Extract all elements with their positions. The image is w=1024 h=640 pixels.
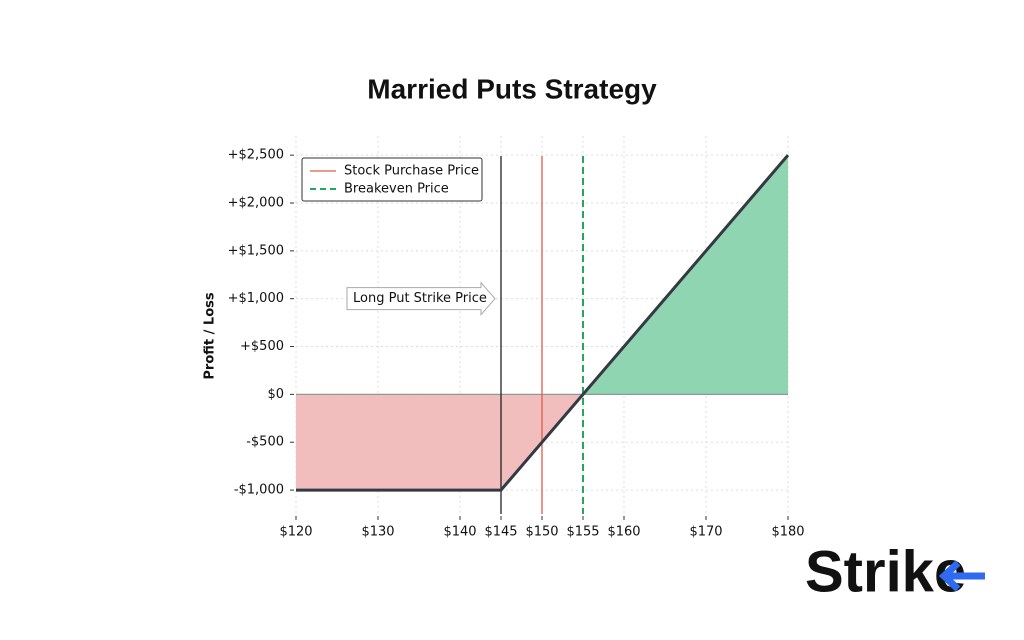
profit-area: [582, 155, 788, 395]
y-axis-label: Profit / Loss: [203, 292, 218, 379]
logo-text: Strike: [805, 539, 966, 604]
x-tick-label: $160: [607, 525, 640, 540]
y-tick-label: +$2,000: [228, 195, 284, 210]
y-tick-label: -$1,000: [234, 483, 284, 498]
y-tick-label: +$2,500: [228, 148, 284, 163]
x-tick-label: $120: [279, 525, 312, 540]
logo-arrow: [938, 560, 985, 592]
x-tick-label: $155: [566, 525, 599, 540]
chart-title: Married Puts Strategy: [367, 73, 657, 104]
annotation: Long Put Strike Price: [353, 291, 487, 306]
legend-label: Breakeven Price: [344, 182, 449, 197]
legend-label: Stock Purchase Price: [344, 164, 479, 179]
x-tick-label: $180: [771, 525, 804, 540]
loss-area: [296, 394, 788, 491]
y-tick-label: $0: [267, 387, 284, 402]
y-tick-label: +$1,000: [228, 291, 284, 306]
legend-box: [301, 157, 483, 202]
payoff-line: [296, 154, 790, 492]
x-tick-label: $170: [689, 525, 722, 540]
x-tick-label: $130: [361, 525, 394, 540]
plot: -$1,000 -$500 $0 +$500 +$1,000 +$1,500 +$2,000…: [228, 136, 805, 540]
x-tick-label: $140: [443, 525, 476, 540]
x-tick-label: $150: [525, 525, 558, 540]
annotation-arrow: [346, 281, 496, 317]
y-tick-label: +$500: [240, 339, 284, 354]
logo: Strike: [805, 539, 985, 604]
x-tick-label: $145: [484, 525, 517, 540]
y-tick-label: -$500: [246, 435, 284, 450]
y-tick-label: +$1,500: [228, 243, 284, 258]
